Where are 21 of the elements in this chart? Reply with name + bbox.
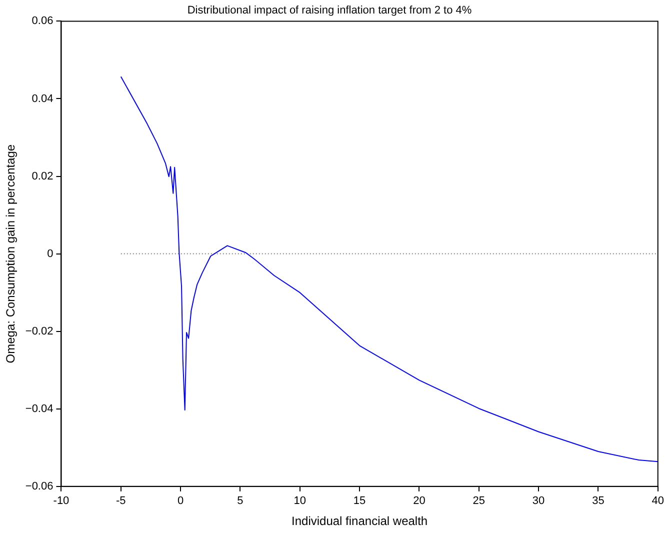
y-tick-label: 0.06 <box>32 15 54 28</box>
y-tick-label: 0.04 <box>32 92 54 105</box>
x-tick-label: 20 <box>413 495 426 508</box>
x-tick-label: 25 <box>472 495 486 508</box>
x-tick-label: 0 <box>178 495 184 508</box>
x-tick-label: 30 <box>532 495 545 508</box>
x-tick-label: 35 <box>592 495 604 508</box>
y-axis-title: Omega: Consumption gain in percentage <box>4 144 18 364</box>
x-tick-label: 15 <box>353 495 366 508</box>
x-axis-title: Individual financial wealth <box>292 514 428 528</box>
x-tick-label: -10 <box>53 495 70 508</box>
y-tick-label: 0.02 <box>32 170 54 182</box>
x-tick-label: 40 <box>652 495 664 508</box>
y-tick-label: −0.04 <box>25 402 54 415</box>
chart-title: Distributional impact of raising inflation target from 2 to 4% <box>187 4 472 17</box>
y-tick-label: −0.06 <box>25 480 54 492</box>
x-tick-label: -5 <box>116 495 126 508</box>
x-tick-label: 5 <box>237 495 244 508</box>
y-tick-label: 0 <box>47 248 54 260</box>
x-tick-label: 10 <box>294 495 306 508</box>
y-tick-label: −0.02 <box>25 325 54 338</box>
